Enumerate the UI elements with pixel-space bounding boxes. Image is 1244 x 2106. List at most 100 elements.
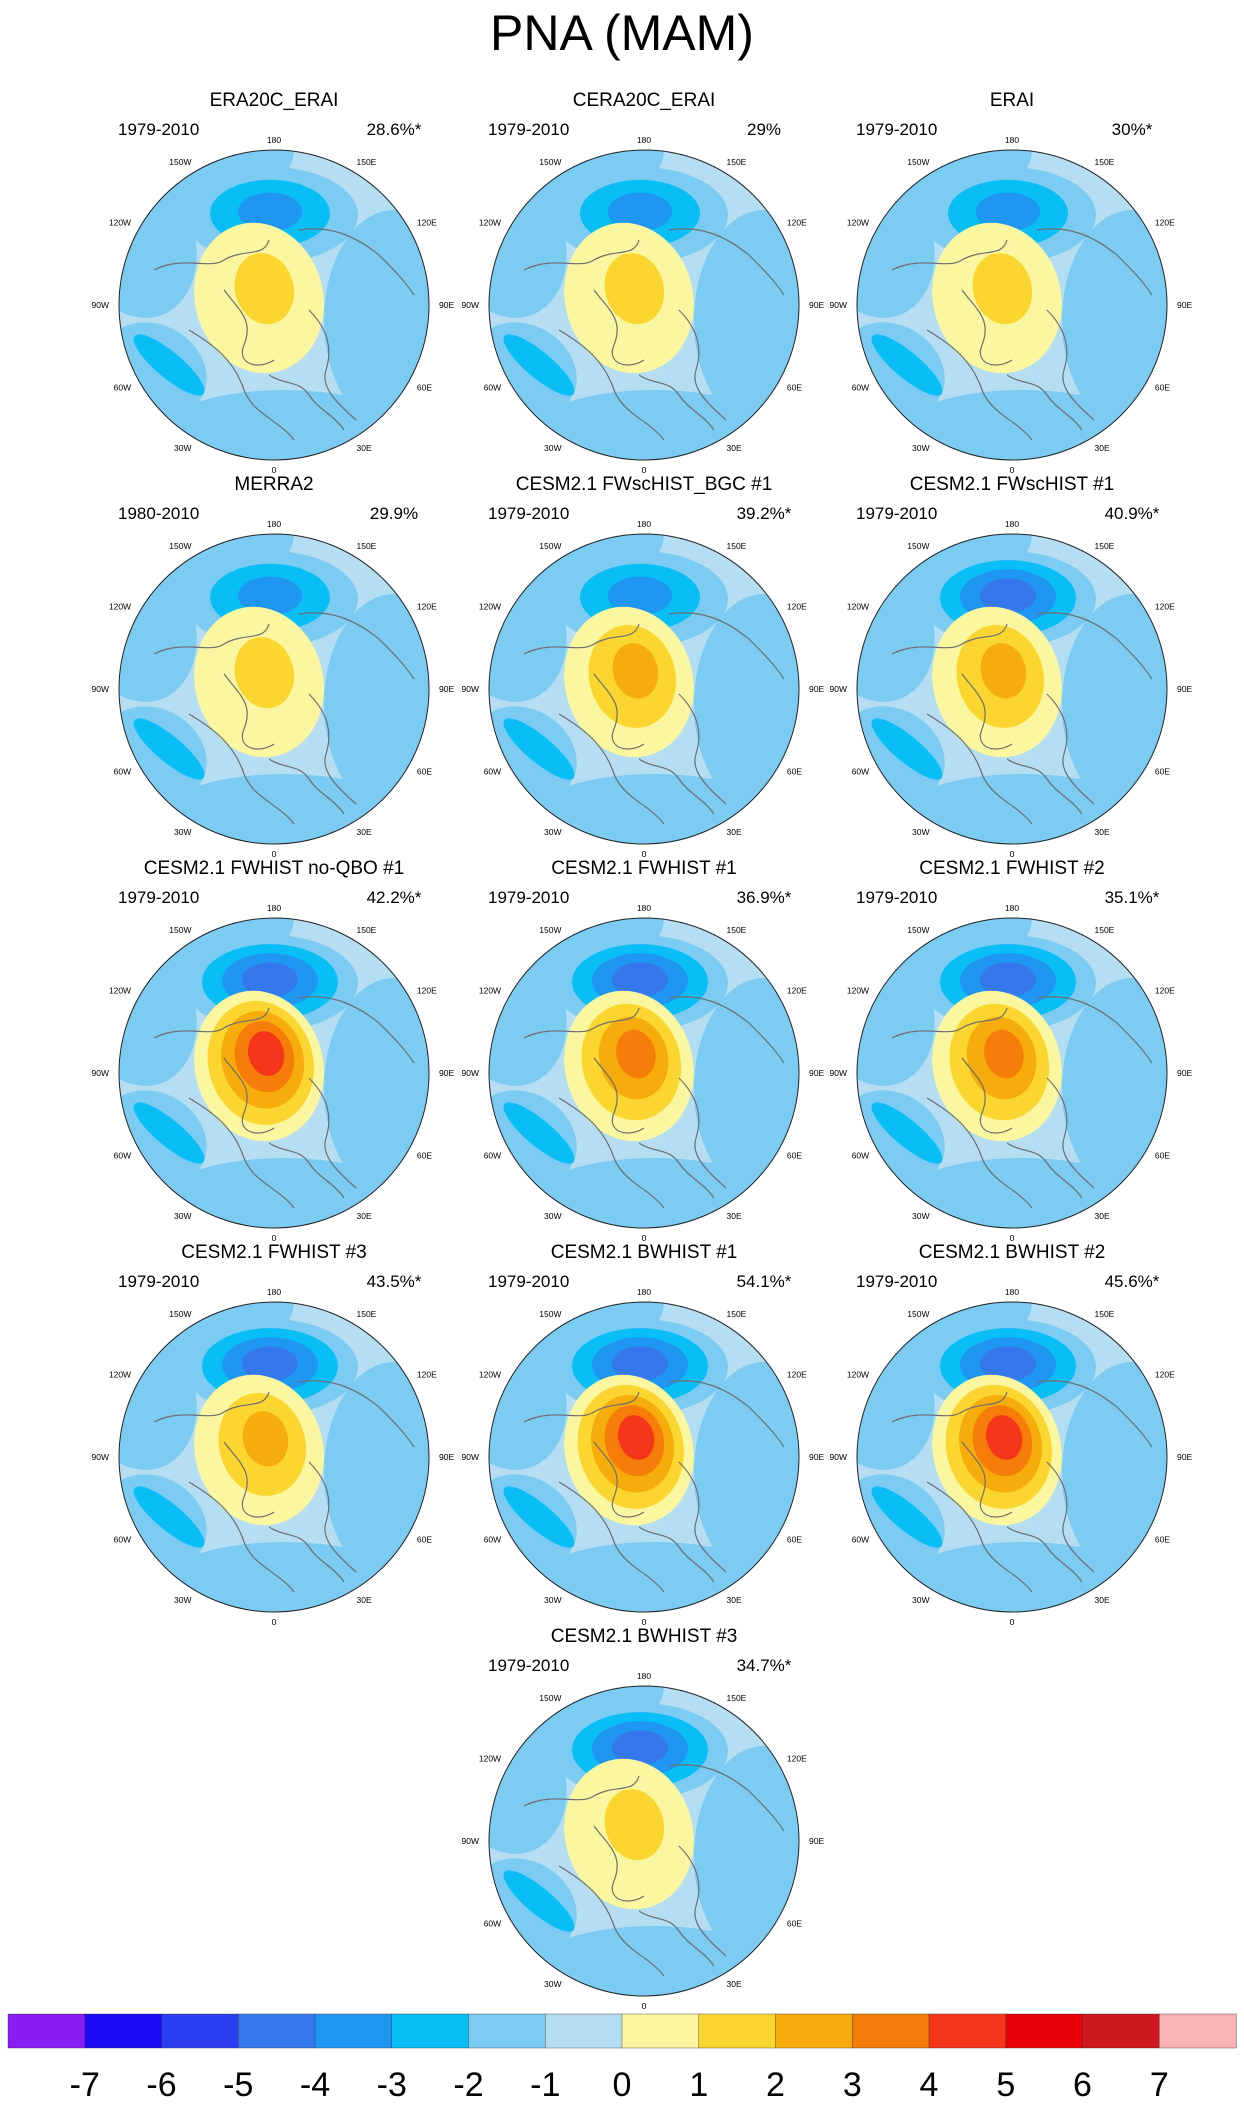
negative-anomaly-contour xyxy=(694,1362,799,1582)
coastline xyxy=(1046,1461,1095,1573)
coastline xyxy=(153,1007,270,1039)
map-panel: CESM2.1 FWHIST #2 1979-2010 35.1%* 180 150E 1… xyxy=(830,858,1193,1258)
panel-variance-percent: 43.5%* xyxy=(366,1272,422,1291)
arctic-high-contour xyxy=(616,1029,656,1079)
longitude-label: 0 xyxy=(642,2001,647,2011)
longitude-label: 0 xyxy=(272,1233,277,1243)
longitude-label: 0 xyxy=(642,849,647,859)
coastline xyxy=(593,1825,645,1902)
negative-anomaly-contour xyxy=(324,210,429,430)
longitude-label: 150E xyxy=(1095,1309,1115,1319)
coastline xyxy=(298,1380,415,1448)
pacific-low-contour xyxy=(612,1730,668,1765)
negative-anomaly-contour xyxy=(857,162,935,318)
coastline xyxy=(1046,693,1095,805)
negative-anomaly-contour xyxy=(324,594,429,814)
longitude-label: 120E xyxy=(787,602,807,612)
longitude-label: 150W xyxy=(539,541,561,551)
coastline xyxy=(523,1775,640,1807)
coastline xyxy=(558,713,665,825)
colorbar-tick-label: 3 xyxy=(843,2066,862,2104)
longitude-label: 60E xyxy=(787,383,802,393)
coastline xyxy=(678,1461,727,1573)
longitude-label: 120W xyxy=(479,1370,501,1380)
arctic-high-contour xyxy=(984,1029,1024,1079)
panel-variance-percent: 39.2%* xyxy=(736,504,792,523)
longitude-label: 180 xyxy=(637,1671,651,1681)
pacific-low-contour xyxy=(612,962,668,997)
coastline xyxy=(961,1441,1013,1518)
panel-variance-percent: 30%* xyxy=(1111,120,1153,139)
coastline xyxy=(298,612,415,680)
negative-anomaly-contour xyxy=(133,334,205,396)
longitude-label: 150W xyxy=(539,925,561,935)
coastline xyxy=(638,374,715,431)
colorbar-tick-label: 1 xyxy=(689,2066,708,2104)
coastline xyxy=(308,1077,357,1189)
coastline xyxy=(558,329,665,441)
panel-title: CESM2.1 FWHIST #2 xyxy=(919,858,1105,879)
negative-anomaly-contour xyxy=(133,1102,205,1164)
coastline xyxy=(593,1441,645,1518)
polar-map: 180 150E 120E 90E 60E 30E 0 30W 60W 90W 120W 150W xyxy=(830,135,1193,475)
coastline xyxy=(678,1077,727,1189)
coastline xyxy=(153,1391,270,1423)
longitude-label: 30W xyxy=(912,1595,929,1605)
pacific-low-contour xyxy=(242,962,298,997)
coastline xyxy=(926,713,1033,825)
arctic-high-contour xyxy=(234,637,295,709)
longitude-label: 180 xyxy=(1005,1287,1019,1297)
negative-anomaly-contour xyxy=(133,718,205,780)
polar-map: 180 150E 120E 90E 60E 30E 0 30W 60W 90W 120W 150W xyxy=(462,135,825,475)
arctic-high-contour xyxy=(972,253,1033,325)
coastline xyxy=(223,289,275,366)
panel-variance-percent: 29% xyxy=(746,120,782,139)
longitude-label: 60W xyxy=(852,383,869,393)
longitude-label: 90W xyxy=(462,1836,479,1846)
pacific-low-contour xyxy=(612,1346,668,1381)
panel-variance-percent: 40.9%* xyxy=(1104,504,1160,523)
longitude-label: 30E xyxy=(357,827,372,837)
longitude-label: 0 xyxy=(272,465,277,475)
longitude-label: 120W xyxy=(479,602,501,612)
negative-anomaly-contour xyxy=(503,1102,575,1164)
longitude-label: 120E xyxy=(417,218,437,228)
colorbar: -7 -6 -5 -4 -3 -2 -1 0 1 2 3 4 5 6 7 xyxy=(7,2013,1237,2104)
map-boundary xyxy=(856,533,1168,845)
panel-title: CERA20C_ERAI xyxy=(572,90,716,111)
polar-map: 180 150E 120E 90E 60E 30E 0 30W 60W 90W 120W 150W xyxy=(830,1287,1193,1627)
panel-title: CESM2.1 FWHIST no-QBO #1 xyxy=(143,858,405,879)
longitude-label: 30E xyxy=(357,1595,372,1605)
negative-anomaly-contour xyxy=(1062,594,1167,814)
map-boundary xyxy=(118,149,430,461)
panel-period: 1979-2010 xyxy=(856,504,938,523)
coastline xyxy=(1046,1077,1095,1189)
longitude-label: 30W xyxy=(174,1211,191,1221)
panel-variance-percent: 42.2%* xyxy=(366,888,422,907)
longitude-label: 30W xyxy=(544,1979,561,1989)
arctic-high-contour xyxy=(242,1411,289,1467)
map-boundary xyxy=(118,917,430,1229)
pacific-low-contour xyxy=(976,192,1040,231)
longitude-label: 60E xyxy=(1155,1535,1170,1545)
map-panel: CESM2.1 FWHIST #1 1979-2010 36.9%* 180 150E 1… xyxy=(462,858,825,1258)
pacific-low-contour xyxy=(980,578,1036,613)
longitude-label: 180 xyxy=(637,135,651,145)
longitude-label: 150E xyxy=(357,1309,377,1319)
arctic-high-contour xyxy=(980,643,1027,699)
map-boundary xyxy=(856,917,1168,1229)
arctic-high-contour xyxy=(247,1031,285,1076)
colorbar-swatch xyxy=(84,2013,163,2049)
longitude-label: 150W xyxy=(539,1309,561,1319)
longitude-label: 60E xyxy=(787,767,802,777)
map-boundary xyxy=(488,533,800,845)
longitude-label: 180 xyxy=(267,1287,281,1297)
coastline xyxy=(558,1097,665,1209)
arctic-high-contour xyxy=(612,643,659,699)
longitude-label: 30W xyxy=(912,1211,929,1221)
coastline xyxy=(891,1391,1008,1423)
map-panel: CESM2.1 BWHIST #3 1979-2010 34.7%* 180 150E 1… xyxy=(462,1626,825,2026)
longitude-label: 30W xyxy=(174,827,191,837)
negative-anomaly-contour xyxy=(694,210,799,430)
panel-period: 1980-2010 xyxy=(118,504,200,523)
